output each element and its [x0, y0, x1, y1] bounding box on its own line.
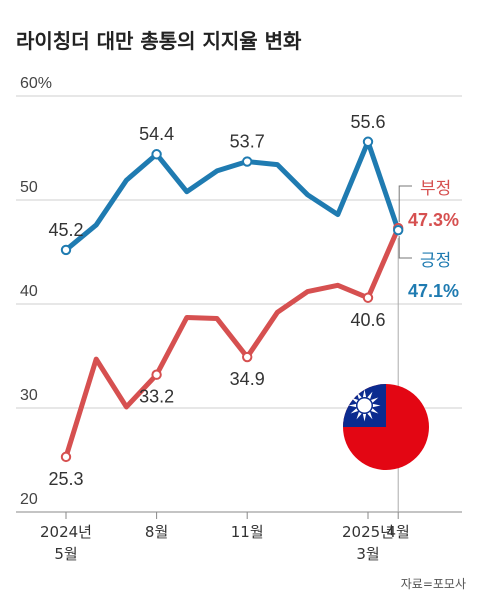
data-labels: 45.2 54.4 53.7 55.6 25.3 33.2 34.9 40.6 [48, 112, 385, 489]
data-point-marker [60, 244, 72, 256]
data-point-marker [60, 451, 72, 463]
data-label: 25.3 [48, 469, 83, 489]
x-axis: 2024년 5월 8월 11월 2025년 3월 4월 [40, 238, 410, 563]
y-tick-label: 50 [20, 179, 38, 196]
taiwan-flag-icon [343, 384, 429, 470]
x-tick-label: 3월 [356, 545, 379, 563]
series-value-positive: 47.1% [408, 281, 459, 301]
data-point-marker [362, 136, 374, 147]
label-connector [398, 185, 412, 223]
series-line-1 [63, 225, 401, 460]
series-name-negative: 부정 [420, 179, 451, 199]
data-point-marker [362, 292, 374, 303]
data-label: 45.2 [48, 220, 83, 240]
label-connector [398, 236, 412, 259]
series-line-0 [63, 139, 401, 253]
x-tick-label: 4월 [387, 523, 410, 541]
data-point-marker [151, 369, 162, 380]
series-value-negative: 47.3% [408, 210, 459, 230]
x-tick-label: 11월 [231, 523, 264, 541]
y-tick-label: 30 [20, 387, 38, 404]
data-point-marker [151, 149, 162, 160]
series-name-positive: 긍정 [420, 251, 451, 271]
data-label: 55.6 [350, 112, 385, 132]
data-label: 33.2 [139, 387, 174, 407]
data-label: 34.9 [230, 369, 265, 389]
x-tick-label: 2024년 [40, 523, 92, 541]
grid: 20 30 40 50 60% [16, 75, 462, 513]
flag-body [343, 384, 429, 470]
data-label: 53.7 [230, 132, 265, 152]
data-point-marker [242, 156, 253, 167]
data-point-marker [242, 351, 253, 363]
data-point-marker [393, 224, 404, 236]
y-tick-label: 40 [20, 283, 38, 300]
data-label: 54.4 [139, 124, 174, 144]
y-tick-label: 20 [20, 491, 38, 508]
series-lines [60, 136, 404, 463]
x-tick-label: 8월 [145, 523, 168, 541]
chart-title: 라이칭더 대만 총통의 지지율 변화 [16, 29, 302, 53]
x-tick-label: 5월 [54, 545, 77, 563]
series-end-labels: 부정 47.3% 긍정 47.1% [398, 179, 459, 301]
y-tick-label: 60% [20, 75, 52, 92]
x-tick-label: 2025년 [342, 523, 394, 541]
data-label: 40.6 [350, 310, 385, 330]
flag-sun-disc [357, 398, 372, 413]
source-note: 자료=포모사 [401, 577, 466, 591]
